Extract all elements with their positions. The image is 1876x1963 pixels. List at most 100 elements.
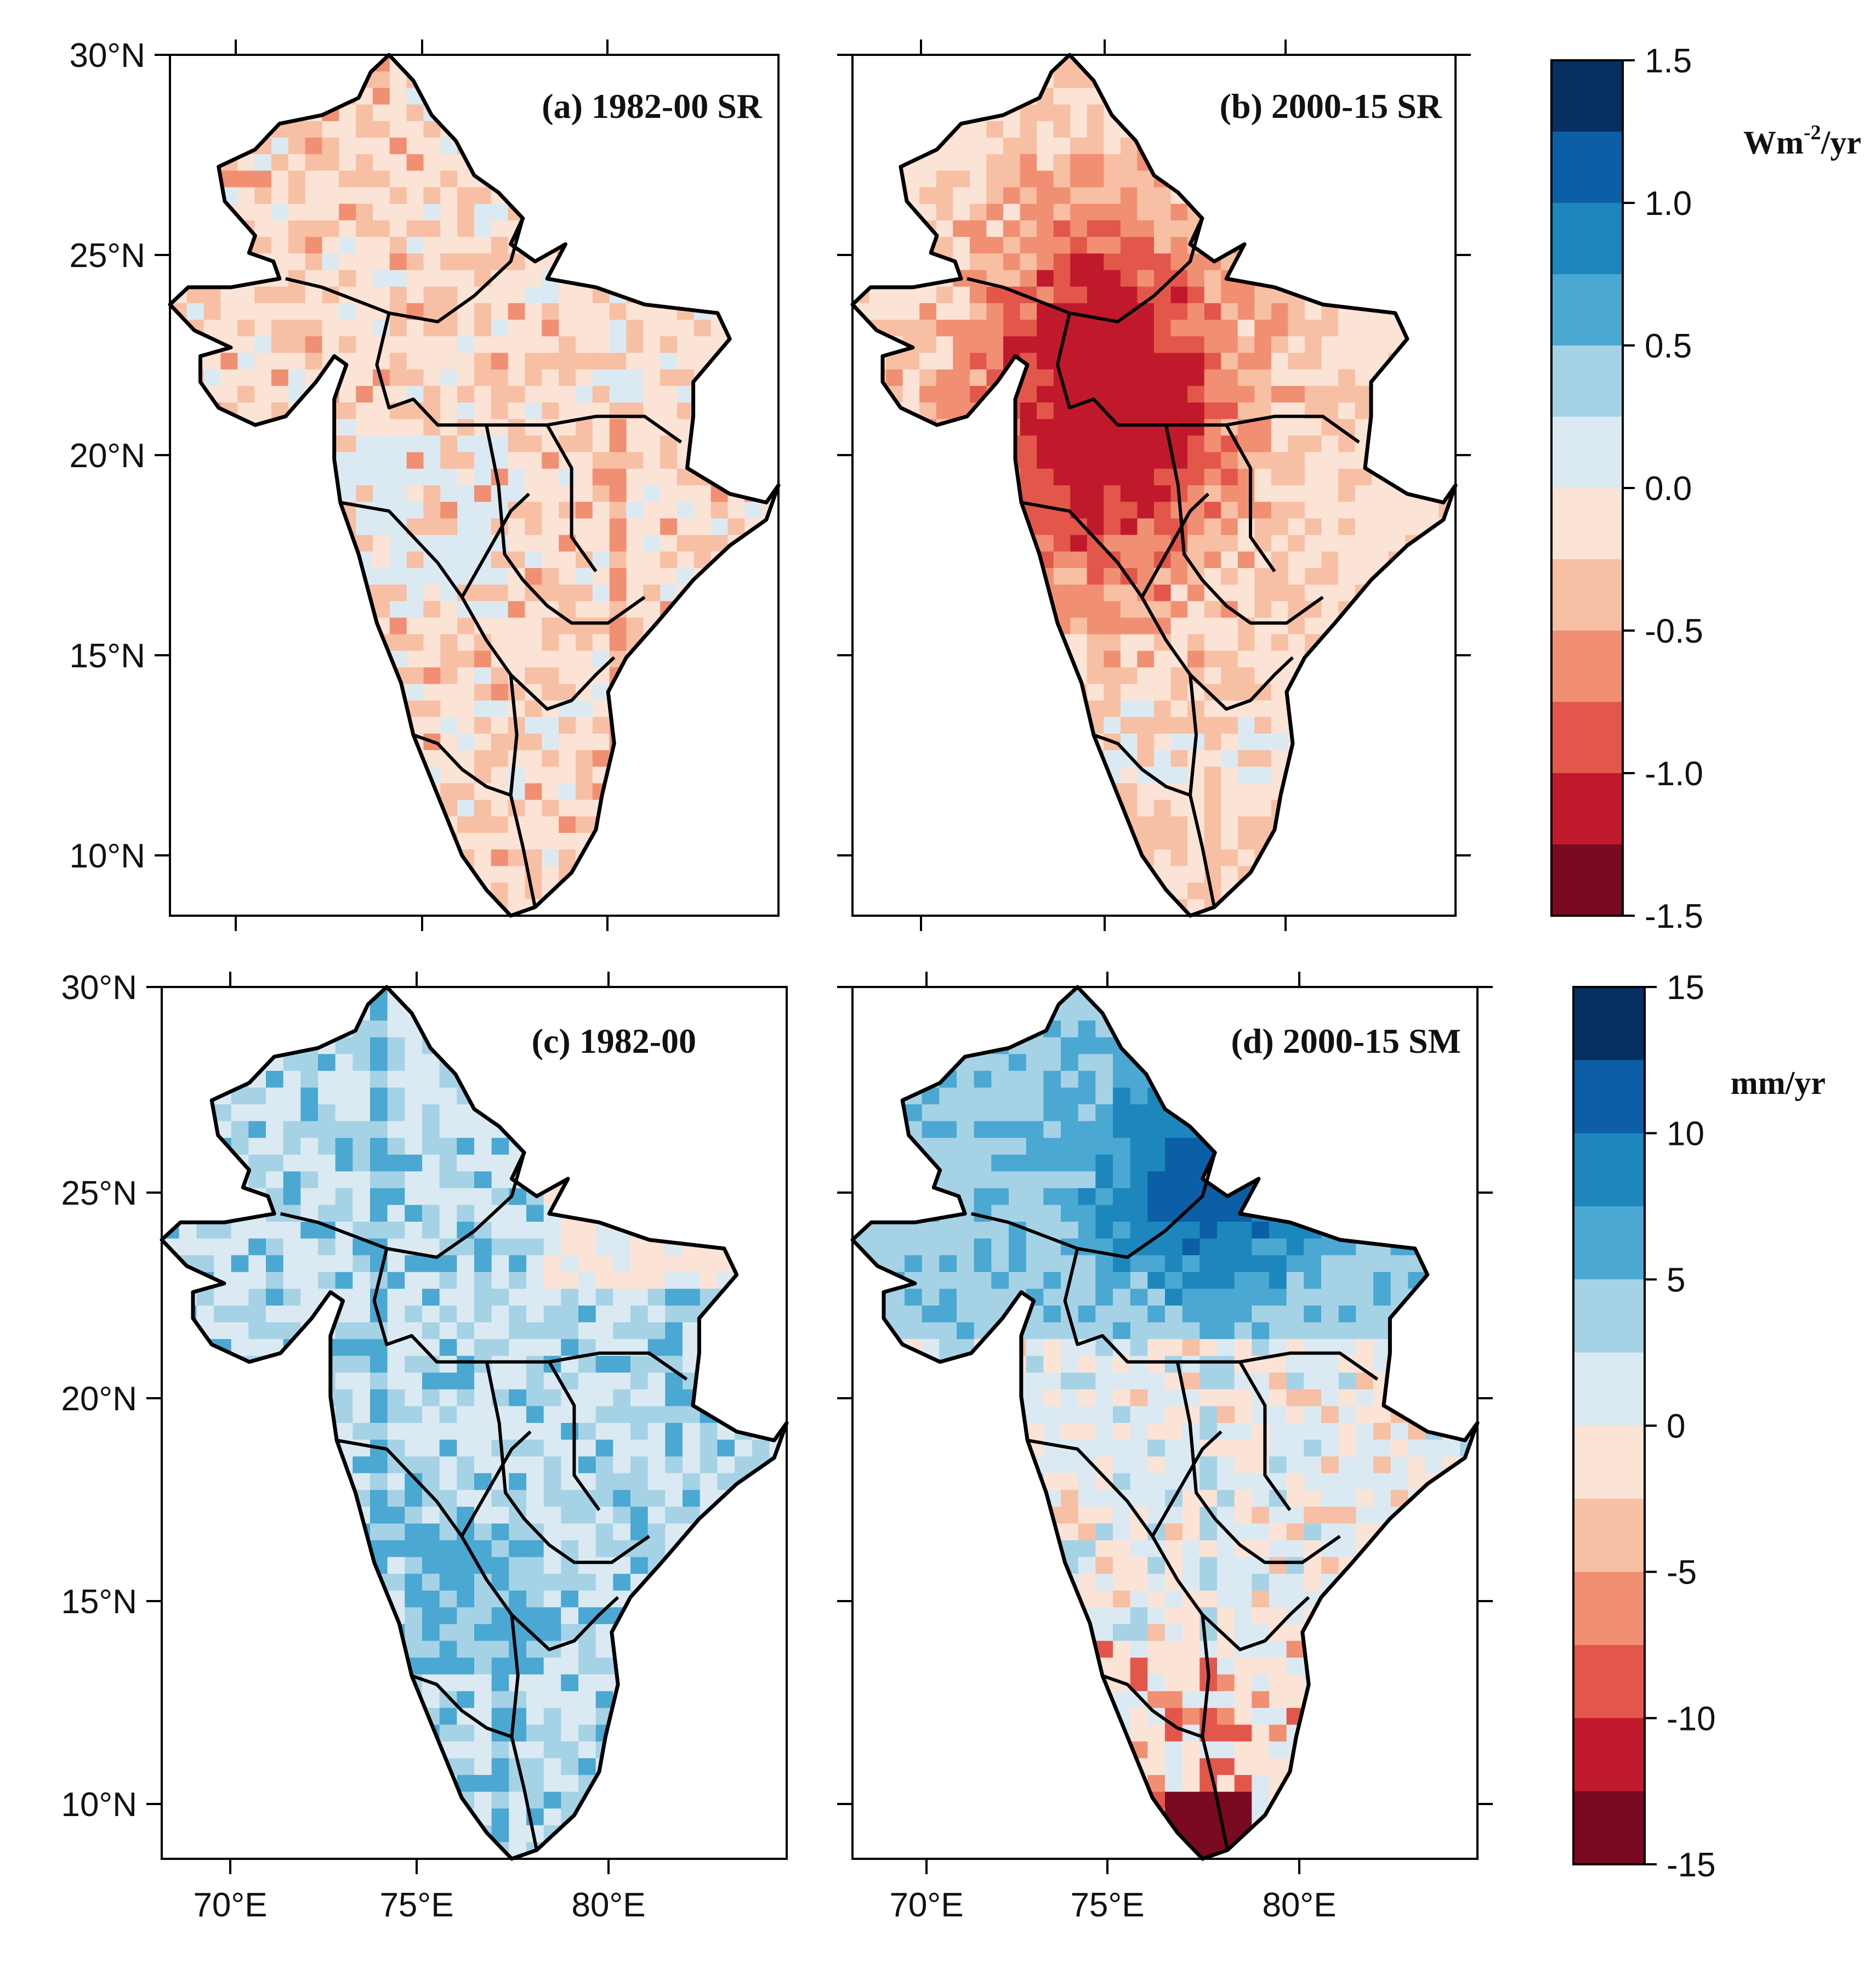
raster-cell bbox=[1338, 518, 1356, 536]
raster-cell bbox=[474, 220, 492, 237]
raster-cell bbox=[254, 237, 272, 254]
raster-cell bbox=[423, 220, 441, 237]
raster-cell bbox=[387, 1372, 406, 1390]
raster-cell bbox=[1154, 320, 1172, 337]
raster-cell bbox=[1288, 320, 1305, 337]
raster-cell bbox=[406, 270, 424, 287]
raster-cell bbox=[592, 717, 610, 734]
raster-cell bbox=[1237, 502, 1255, 519]
raster-cell bbox=[214, 1255, 232, 1273]
raster-cell bbox=[1338, 369, 1356, 387]
raster-cell bbox=[1321, 320, 1339, 337]
raster-cell bbox=[1137, 518, 1155, 536]
raster-cell bbox=[373, 568, 390, 585]
raster-cell bbox=[647, 1506, 666, 1524]
raster-cell bbox=[1204, 353, 1222, 370]
raster-cell bbox=[373, 468, 390, 486]
raster-cell bbox=[491, 667, 509, 685]
raster-cell bbox=[1237, 650, 1255, 668]
raster-cell bbox=[406, 187, 424, 205]
raster-cell bbox=[1104, 187, 1121, 205]
raster-cell bbox=[1003, 336, 1021, 354]
raster-cell bbox=[1154, 684, 1172, 701]
raster-cell bbox=[630, 1355, 649, 1374]
raster-cell bbox=[542, 767, 559, 784]
raster-cell bbox=[353, 1070, 371, 1088]
raster-cell bbox=[647, 1523, 666, 1541]
raster-cell bbox=[595, 1423, 614, 1440]
raster-cell bbox=[953, 336, 970, 354]
raster-cell bbox=[1237, 385, 1255, 403]
raster-cell bbox=[660, 336, 678, 354]
raster-cell bbox=[1221, 385, 1238, 403]
raster-cell bbox=[196, 1306, 214, 1323]
raster-cell bbox=[1120, 402, 1138, 419]
raster-cell bbox=[576, 502, 593, 519]
raster-cell bbox=[422, 1289, 440, 1306]
raster-cell bbox=[1254, 601, 1272, 619]
raster-cell bbox=[969, 138, 987, 155]
raster-cell bbox=[525, 667, 543, 685]
raster-cell bbox=[422, 1121, 440, 1138]
raster-cell bbox=[405, 1222, 423, 1239]
raster-cell bbox=[525, 435, 543, 453]
raster-cell bbox=[595, 1289, 614, 1306]
raster-cell bbox=[1087, 270, 1105, 287]
raster-cell bbox=[1254, 617, 1272, 635]
raster-cell bbox=[271, 336, 289, 354]
raster-cell bbox=[609, 303, 627, 320]
raster-cell bbox=[660, 568, 678, 585]
raster-cell bbox=[727, 518, 746, 536]
raster-cell bbox=[1204, 286, 1222, 304]
raster-cell bbox=[1254, 419, 1272, 436]
raster-cell bbox=[335, 1087, 354, 1105]
raster-cell bbox=[559, 650, 576, 668]
raster-cell bbox=[665, 1306, 683, 1323]
raster-cell bbox=[491, 733, 509, 751]
raster-cell bbox=[423, 585, 441, 602]
raster-cell bbox=[578, 1372, 596, 1390]
raster-cell bbox=[220, 286, 238, 304]
raster-cell bbox=[1355, 518, 1373, 536]
raster-cell bbox=[474, 203, 492, 221]
raster-cell bbox=[1254, 468, 1272, 486]
raster-cell bbox=[405, 1255, 423, 1273]
raster-cell bbox=[491, 402, 509, 419]
raster-cell bbox=[1221, 617, 1238, 635]
raster-cell bbox=[248, 1087, 266, 1105]
raster-cell bbox=[1372, 320, 1389, 337]
raster-cell bbox=[543, 1222, 562, 1239]
raster-cell bbox=[457, 1272, 475, 1290]
raster-cell bbox=[542, 866, 559, 883]
raster-cell bbox=[902, 369, 920, 387]
raster-cell bbox=[1254, 369, 1272, 387]
raster-cell bbox=[1104, 585, 1121, 602]
raster-cell bbox=[1221, 849, 1238, 867]
raster-cell bbox=[542, 320, 559, 337]
raster-cell bbox=[491, 717, 509, 734]
raster-cell bbox=[1187, 866, 1205, 883]
raster-cell bbox=[936, 171, 954, 188]
raster-cell bbox=[1154, 220, 1172, 237]
raster-cell bbox=[1237, 767, 1255, 784]
raster-cell bbox=[543, 1490, 562, 1507]
raster-cell bbox=[1053, 121, 1071, 138]
raster-cell bbox=[1288, 435, 1305, 453]
raster-cell bbox=[677, 336, 695, 354]
raster-cell bbox=[440, 700, 458, 718]
raster-cell bbox=[1104, 303, 1121, 320]
raster-cell bbox=[387, 1238, 406, 1256]
raster-cell bbox=[643, 518, 661, 536]
raster-cell bbox=[613, 1473, 631, 1491]
raster-cell bbox=[526, 1339, 544, 1357]
raster-cell bbox=[677, 502, 695, 519]
raster-cell bbox=[1237, 783, 1255, 801]
raster-cell bbox=[953, 303, 970, 320]
raster-cell bbox=[1154, 733, 1172, 751]
raster-cell bbox=[543, 1473, 562, 1491]
raster-cell bbox=[474, 667, 492, 685]
raster-cell bbox=[248, 1138, 266, 1155]
raster-cell bbox=[389, 187, 407, 205]
raster-cell bbox=[525, 601, 543, 619]
raster-cell bbox=[405, 1104, 423, 1122]
